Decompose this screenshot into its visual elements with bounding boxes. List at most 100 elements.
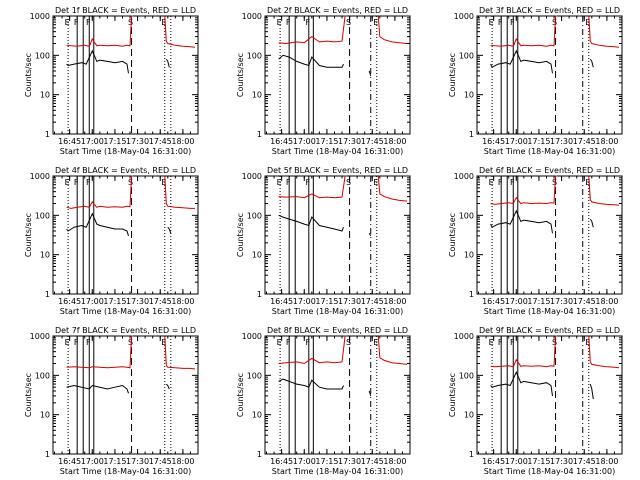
y-tick-label: 1 [45, 130, 50, 139]
detector-panel: Det 9f BLACK = Events, RED = LLD 1 10 100 10… [448, 326, 623, 476]
y-tick-label: 1000 [30, 332, 50, 341]
time-marker-label: S [552, 18, 557, 27]
panel-title: Det 6f BLACK = Events, RED = LLD [479, 166, 620, 175]
x-tick-label: 17:45 [361, 297, 384, 306]
time-marker-label: E [489, 178, 494, 187]
y-tick-label: 100 [35, 211, 50, 220]
x-axis-label: Start Time (18-May-04 16:31:00) [272, 307, 403, 316]
y-axis-label: Counts/sec [236, 373, 245, 417]
x-axis-label: Start Time (18-May-04 16:31:00) [272, 467, 403, 476]
x-tick-label: 17:45 [149, 297, 172, 306]
y-tick-label: 1 [45, 290, 50, 299]
y-tick-label: 10 [40, 251, 50, 260]
time-marker-label: F [286, 178, 291, 187]
time-marker-label: S [552, 178, 557, 187]
x-axis-label: Start Time (18-May-04 16:31:00) [60, 467, 191, 476]
x-tick-label: 18:00 [171, 457, 194, 466]
y-axis-label: Counts/sec [448, 213, 457, 257]
time-marker-label: E [489, 18, 494, 27]
x-tick-label: 17:00 [81, 457, 104, 466]
time-marker-label: F [510, 178, 515, 187]
lld-series-line [588, 175, 620, 206]
x-axis-label: Start Time (18-May-04 16:31:00) [60, 307, 191, 316]
x-tick-label: 17:30 [338, 137, 361, 146]
time-marker-label: E [161, 18, 166, 27]
x-axis-label: Start Time (18-May-04 16:31:00) [484, 307, 615, 316]
y-tick-label: 10 [40, 91, 50, 100]
events-series-line [167, 226, 172, 234]
time-marker-label: E [277, 338, 282, 347]
time-marker-label: F [305, 338, 310, 347]
lld-series-line [377, 175, 408, 202]
x-tick-label: 17:45 [361, 137, 384, 146]
x-tick-label: 17:15 [103, 297, 126, 306]
x-tick-label: 16:45 [58, 137, 81, 146]
x-tick-label: 17:30 [550, 297, 573, 306]
time-marker-label: F [305, 178, 310, 187]
y-axis-label: Counts/sec [236, 53, 245, 97]
y-tick-label: 1 [469, 130, 474, 139]
y-tick-label: 1 [257, 450, 262, 459]
y-tick-label: 100 [247, 371, 262, 380]
events-series-line [278, 54, 344, 68]
x-tick-label: 17:15 [527, 457, 550, 466]
y-tick-label: 10 [40, 411, 50, 420]
time-marker-label: F [498, 178, 503, 187]
time-marker-label: S [346, 18, 351, 27]
plot-frame [52, 335, 199, 455]
x-tick-label: 16:45 [58, 297, 81, 306]
y-tick-label: 100 [35, 51, 50, 60]
y-tick-label: 1 [257, 130, 262, 139]
y-tick-label: 1 [469, 450, 474, 459]
events-series-line [66, 384, 129, 394]
x-tick-label: 17:00 [505, 297, 528, 306]
x-tick-label: 17:45 [361, 457, 384, 466]
x-tick-label: 17:00 [505, 137, 528, 146]
x-tick-label: 17:30 [126, 457, 149, 466]
lld-series-line [164, 335, 196, 370]
time-marker-label: F [74, 18, 79, 27]
x-tick-label: 16:45 [270, 457, 293, 466]
plot-frame [476, 15, 623, 135]
y-tick-label: 10 [252, 251, 262, 260]
time-marker-label: S [128, 178, 133, 187]
x-tick-label: 17:00 [505, 457, 528, 466]
y-tick-label: 1000 [30, 172, 50, 181]
time-marker-label: F [305, 18, 310, 27]
events-series-line [368, 390, 372, 397]
x-tick-label: 17:30 [126, 137, 149, 146]
panel-title: Det 3f BLACK = Events, RED = LLD [479, 6, 620, 15]
y-tick-label: 10 [464, 411, 474, 420]
events-series-line [490, 209, 553, 234]
x-tick-label: 17:15 [103, 137, 126, 146]
x-tick-label: 17:30 [338, 297, 361, 306]
events-series-line [490, 370, 553, 396]
events-series-line [66, 49, 129, 74]
x-tick-label: 17:30 [550, 137, 573, 146]
x-tick-label: 17:15 [315, 137, 338, 146]
lld-series-line [278, 15, 347, 45]
x-tick-label: 16:45 [482, 297, 505, 306]
time-marker-label: E [161, 178, 166, 187]
x-axis-label: Start Time (18-May-04 16:31:00) [484, 147, 615, 156]
y-tick-label: 1000 [454, 12, 474, 21]
lld-series-line [588, 335, 620, 369]
y-tick-label: 100 [247, 211, 262, 220]
y-tick-label: 10 [464, 251, 474, 260]
x-tick-label: 18:00 [595, 137, 618, 146]
y-tick-label: 100 [459, 51, 474, 60]
x-tick-label: 16:45 [270, 137, 293, 146]
time-marker-label: S [346, 178, 351, 187]
time-marker-label: S [128, 338, 133, 347]
x-tick-label: 17:00 [81, 137, 104, 146]
plot-frame [52, 175, 199, 295]
plot-frame [52, 15, 199, 135]
time-marker-label: E [65, 338, 70, 347]
x-tick-label: 17:00 [81, 297, 104, 306]
lld-series-line [66, 335, 134, 369]
x-tick-label: 17:30 [338, 457, 361, 466]
time-marker-label: E [65, 178, 70, 187]
events-series-line [490, 49, 553, 74]
time-marker-label: F [510, 338, 515, 347]
time-marker-label: E [277, 18, 282, 27]
